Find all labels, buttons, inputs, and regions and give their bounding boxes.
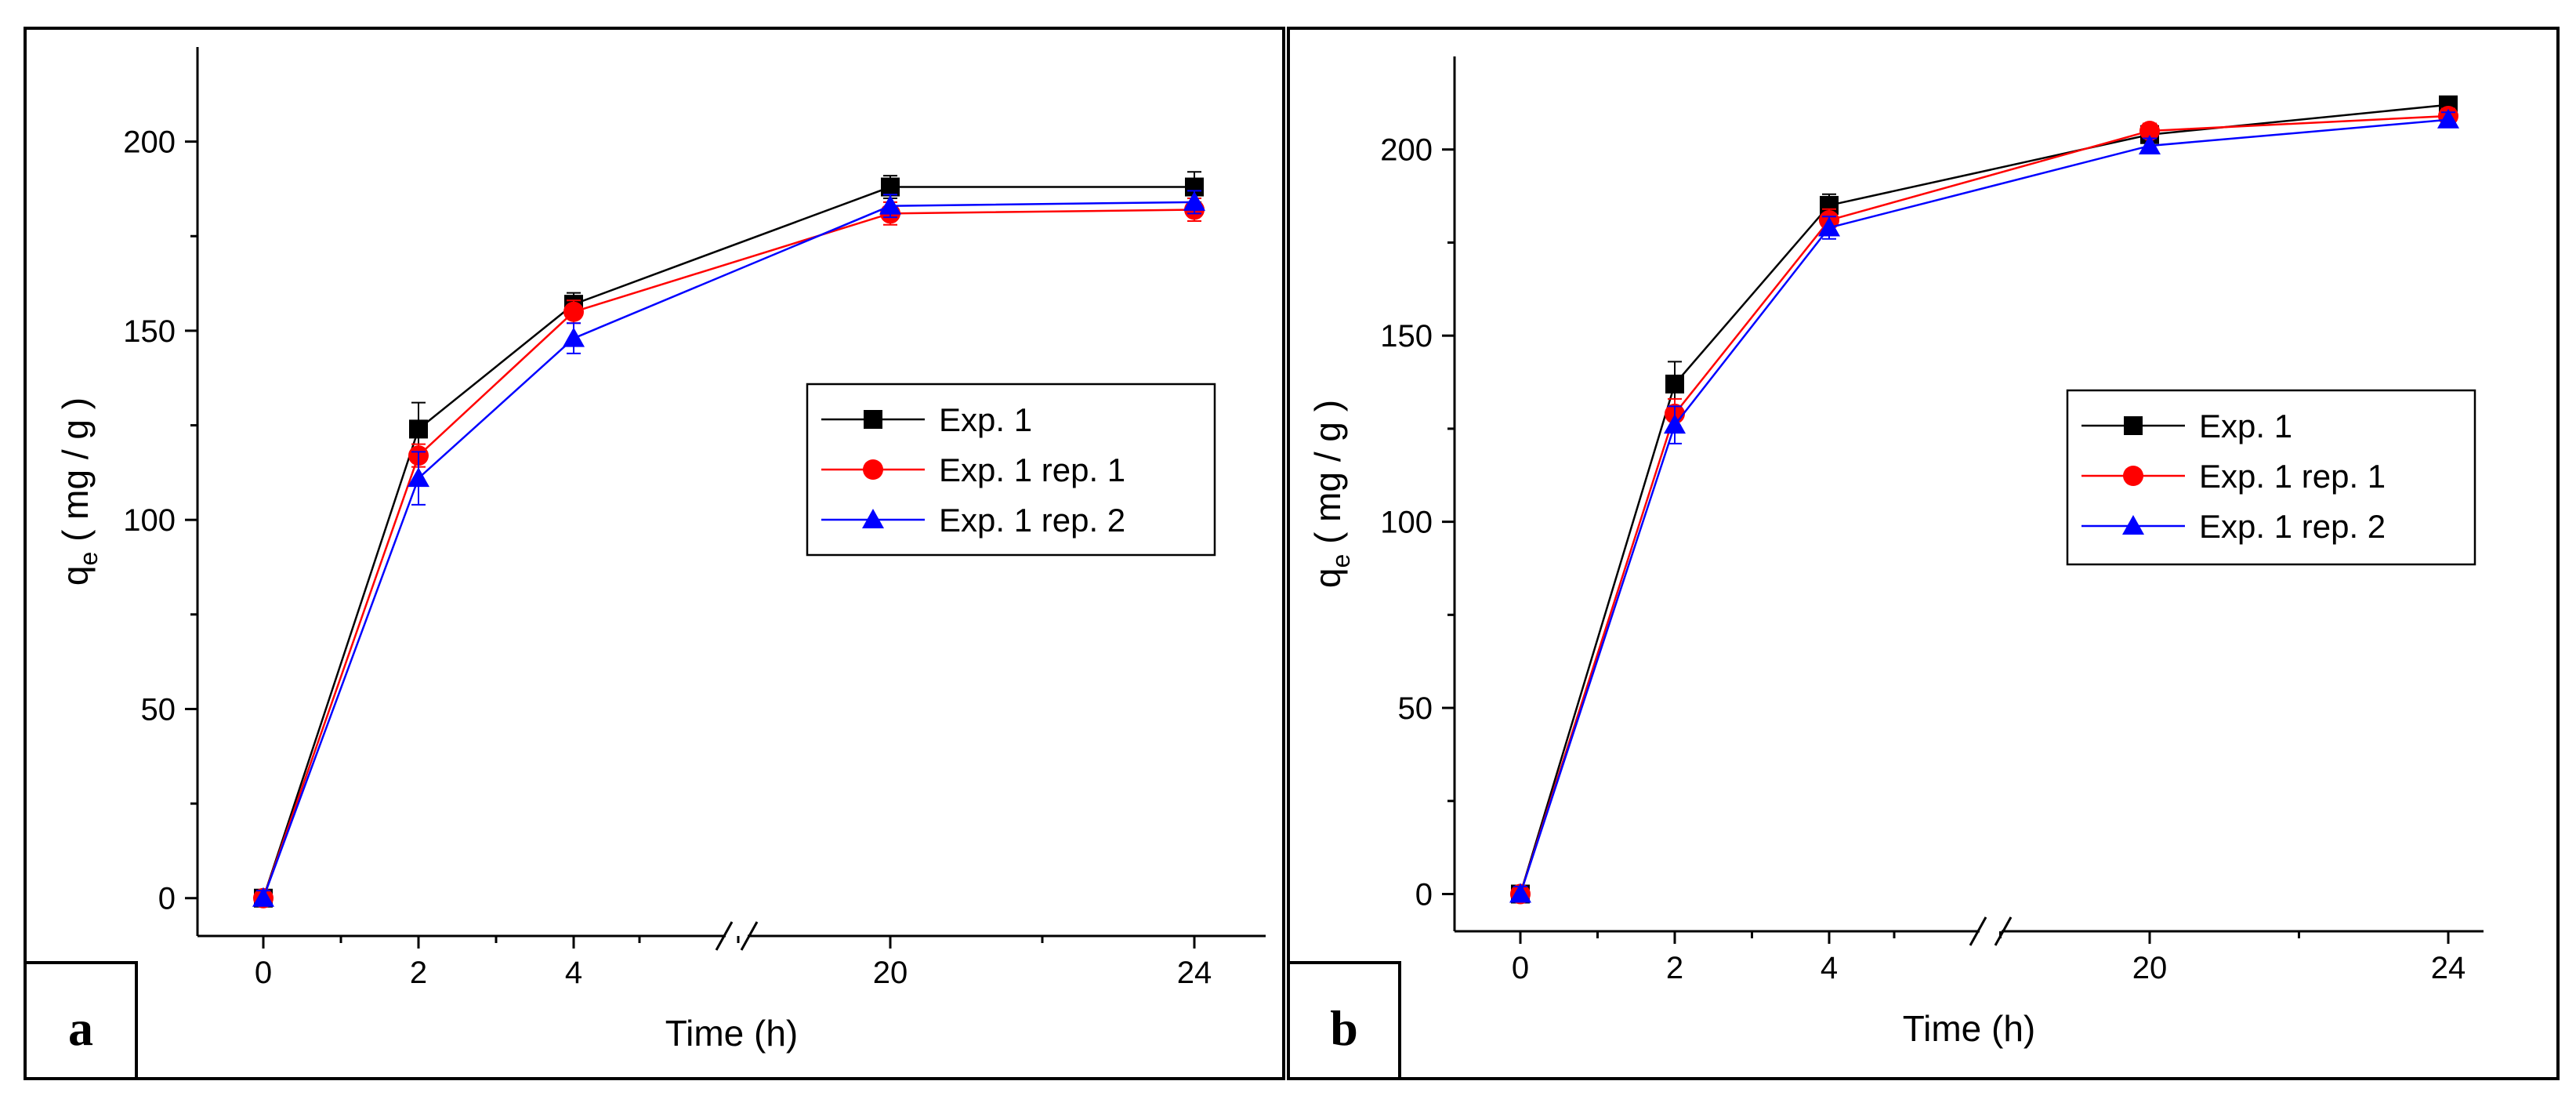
legend-entry: Exp. 1 rep. 1 xyxy=(2199,458,2386,495)
y-tick-label: 100 xyxy=(1380,506,1433,540)
data-point-triangle xyxy=(408,467,429,488)
x-tick-label: 2 xyxy=(410,956,427,990)
legend-entry: Exp. 1 rep. 2 xyxy=(939,502,1125,539)
axis-break-mark xyxy=(715,921,734,951)
y-axis-label: qe ( mg / g ) xyxy=(55,397,103,586)
panel-frame xyxy=(1287,27,2560,1080)
legend-entry: Exp. 1 rep. 2 xyxy=(2199,508,2386,545)
data-point-triangle xyxy=(1818,216,1840,237)
y-tick-label: 200 xyxy=(123,125,176,160)
legend-entry: Exp. 1 xyxy=(939,401,1032,438)
x-tick-label: 20 xyxy=(873,956,908,990)
data-point-triangle xyxy=(2139,134,2161,154)
data-point-square xyxy=(409,419,428,439)
y-axis-label: qe ( mg / g ) xyxy=(1307,400,1355,588)
x-tick-label: 20 xyxy=(2132,951,2168,985)
y-tick-label: 200 xyxy=(1380,133,1433,168)
legend-marker-triangle xyxy=(862,509,884,528)
axis-break-mark xyxy=(740,921,759,951)
data-point-circle xyxy=(2139,120,2160,141)
y-axis-label-main: q xyxy=(55,566,96,586)
panel-label-box xyxy=(1287,961,1401,1080)
data-point-square xyxy=(881,177,900,197)
data-point-triangle xyxy=(879,194,901,215)
legend-marker-circle xyxy=(863,459,883,480)
y-tick-label: 50 xyxy=(1398,691,1433,726)
data-point-circle xyxy=(563,301,584,322)
legend-marker-square xyxy=(2124,416,2143,435)
data-point-triangle xyxy=(563,327,585,347)
y-tick-label: 0 xyxy=(1415,878,1433,912)
x-tick-label: 0 xyxy=(1512,951,1529,985)
series-3 xyxy=(252,190,1205,907)
legend-entry: Exp. 1 rep. 1 xyxy=(939,452,1125,488)
panel-label-box xyxy=(24,961,138,1080)
x-tick-label: 4 xyxy=(1821,951,1838,985)
series-3 xyxy=(1509,108,2459,903)
y-axis-label-sub: e xyxy=(74,552,103,566)
y-axis-label-unit: ( mg / g ) xyxy=(55,397,96,552)
y-axis-label-unit: ( mg / g ) xyxy=(1307,400,1348,554)
x-axis-label: Time (h) xyxy=(665,1013,799,1054)
data-point-triangle xyxy=(1664,414,1686,434)
data-point-square xyxy=(1665,374,1684,394)
panel-label: a xyxy=(68,1000,93,1056)
x-tick-label: 24 xyxy=(1177,956,1212,990)
panel-frame xyxy=(24,27,1285,1080)
x-tick-label: 4 xyxy=(565,956,582,990)
y-axis-label-main: q xyxy=(1307,568,1348,589)
axis-break-mark xyxy=(1994,916,2013,946)
y-axis-label-sub: e xyxy=(1327,554,1355,568)
legend-marker-triangle xyxy=(2122,515,2144,535)
legend-entry: Exp. 1 xyxy=(2199,408,2292,444)
axis-break-mark xyxy=(1969,916,1987,946)
x-tick-label: 2 xyxy=(1666,951,1683,985)
legend-marker-circle xyxy=(2123,466,2143,486)
legend: Exp. 1 Exp. 1 rep. 1 Exp. 1 rep. 2 xyxy=(2066,389,2476,566)
data-point-triangle xyxy=(1509,883,1531,903)
data-point-triangle xyxy=(2437,108,2459,129)
legend-marker-square xyxy=(864,410,882,429)
y-tick-label: 100 xyxy=(123,503,176,538)
legend: Exp. 1 Exp. 1 rep. 1 Exp. 1 rep. 2 xyxy=(806,383,1216,557)
y-tick-label: 50 xyxy=(141,692,176,727)
panel-label: b xyxy=(1330,1000,1358,1056)
x-axis-label: Time (h) xyxy=(1903,1008,2036,1049)
data-point-triangle xyxy=(252,887,274,907)
data-point-triangle xyxy=(1183,190,1205,211)
y-tick-label: 150 xyxy=(1380,319,1433,354)
y-tick-label: 150 xyxy=(123,314,176,349)
x-tick-label: 24 xyxy=(2431,951,2466,985)
x-tick-label: 0 xyxy=(255,956,272,990)
y-tick-label: 0 xyxy=(158,882,176,916)
